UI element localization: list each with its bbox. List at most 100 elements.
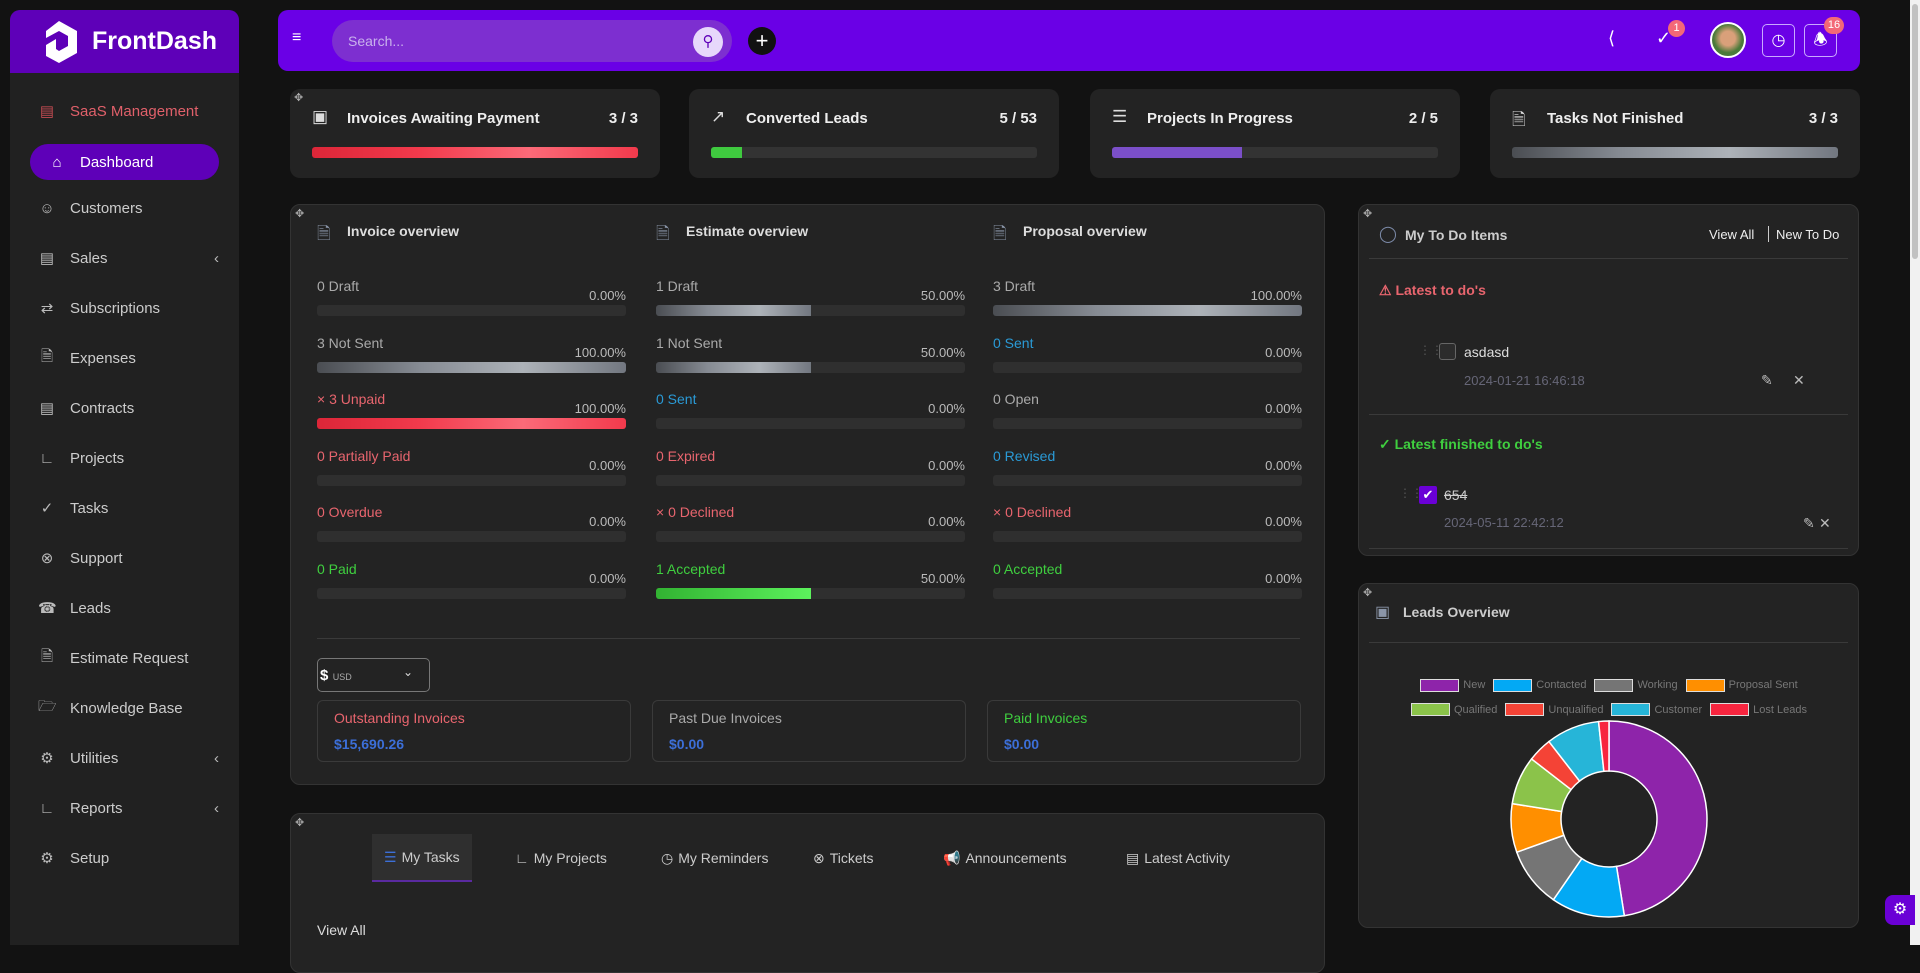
overview-row[interactable]: 1 Not Sent 50.00% — [656, 335, 965, 385]
overview-row[interactable]: × 0 Declined 0.00% — [656, 504, 965, 554]
stat-card[interactable]: ↗ Converted Leads 5 / 53 — [689, 89, 1059, 178]
avatar[interactable] — [1710, 22, 1746, 58]
view-all-link[interactable]: View All — [1709, 227, 1755, 242]
drag-handle-icon[interactable]: ✥ — [295, 208, 305, 220]
scrollbar[interactable] — [1910, 0, 1920, 945]
todo-checkbox[interactable] — [1439, 343, 1456, 360]
add-icon[interactable]: + — [748, 27, 776, 55]
close-icon[interactable]: ✕ — [1819, 515, 1831, 531]
invoice-summary-box[interactable]: Paid Invoices $0.00 — [987, 700, 1301, 762]
edit-icon[interactable]: ✎ — [1761, 372, 1773, 388]
invoice-summary-box[interactable]: Outstanding Invoices $15,690.26 — [317, 700, 631, 762]
sidebar-item-sales[interactable]: ▤ Sales ‹ — [10, 240, 239, 276]
legend-label: Lost Leads — [1753, 703, 1807, 716]
sidebar-item-estimate-request[interactable]: 🗎 Estimate Request — [10, 640, 239, 676]
tab-tickets[interactable]: ⊗ Tickets — [801, 834, 886, 882]
status-label: 0 Draft — [317, 278, 360, 294]
close-icon[interactable]: ✕ — [1793, 372, 1805, 388]
legend-item[interactable]: Lost Leads — [1710, 699, 1807, 721]
overview-row[interactable]: 0 Draft 0.00% — [317, 278, 626, 328]
status-label: 1 Not Sent — [656, 334, 723, 351]
finance-overview-panel: ✥ 🗎 Invoice overview 0 Draft 0.00% 3 Not Sen… — [290, 204, 1325, 785]
legend-item[interactable]: New — [1420, 674, 1485, 696]
sidebar-item-dashboard[interactable]: ⌂ Dashboard — [30, 144, 219, 180]
donut-slice-new[interactable] — [1608, 720, 1708, 917]
edit-icon[interactable]: ✎ — [1803, 515, 1815, 531]
currency-select[interactable]: $ USD ⌄ — [317, 658, 430, 692]
drag-handle-icon[interactable]: ⋮⋮ — [1399, 486, 1423, 500]
stat-card[interactable]: ☰ Projects In Progress 2 / 5 — [1090, 89, 1460, 178]
legend-label: Customer — [1654, 703, 1703, 716]
overview-row[interactable]: 0 Overdue 0.00% — [317, 504, 626, 554]
sidebar-item-projects[interactable]: ∟ Projects — [10, 440, 239, 476]
drag-handle-icon[interactable]: ✥ — [1363, 587, 1373, 599]
legend-item[interactable]: Contacted — [1493, 674, 1586, 696]
logo[interactable]: FrontDash — [10, 10, 239, 73]
sidebar-item-reports[interactable]: ∟ Reports ‹ — [10, 790, 239, 826]
legend-swatch — [1411, 703, 1450, 716]
overview-row[interactable]: 3 Draft 100.00% — [993, 278, 1302, 328]
menu-toggle-icon[interactable]: ≡ — [292, 29, 302, 46]
overview-row[interactable]: 0 Partially Paid 0.00% — [317, 448, 626, 498]
sidebar-item-tasks[interactable]: ✓ Tasks — [10, 490, 239, 526]
drag-handle-icon[interactable]: ✥ — [294, 92, 304, 104]
tab-latest-activity[interactable]: ▤ Latest Activity — [1114, 834, 1242, 882]
overview-row[interactable]: × 3 Unpaid 100.00% — [317, 391, 626, 441]
share-icon[interactable]: ⟨ — [1608, 28, 1616, 48]
sidebar-item-label: Sales — [70, 249, 108, 267]
overview-row[interactable]: 0 Sent 0.00% — [993, 335, 1302, 385]
stat-card[interactable]: ✥ ▣ Invoices Awaiting Payment 3 / 3 — [290, 89, 660, 178]
view-all-link[interactable]: View All — [317, 922, 366, 938]
status-progress-bar — [656, 531, 965, 542]
tab-announcements[interactable]: 📢 Announcements — [931, 834, 1079, 882]
legend-item[interactable]: Proposal Sent — [1685, 674, 1798, 696]
sidebar-item-expenses[interactable]: 🗎 Expenses — [10, 340, 239, 376]
scrollbar-thumb[interactable] — [1912, 4, 1918, 259]
status-progress-fill — [656, 361, 811, 373]
sidebar-item-leads[interactable]: ☎ Leads — [10, 590, 239, 626]
sidebar-item-saas-management[interactable]: ▤ SaaS Management — [10, 93, 239, 129]
sidebar-item-customers[interactable]: ☺ Customers — [10, 190, 239, 226]
overview-row[interactable]: 0 Paid 0.00% — [317, 561, 626, 611]
search-input[interactable]: Search... — [332, 20, 732, 62]
drag-handle-icon[interactable]: ✥ — [1363, 208, 1373, 220]
sidebar-item-support[interactable]: ⊗ Support — [10, 540, 239, 576]
legend-item[interactable]: Unqualified — [1505, 699, 1603, 721]
todo-checkbox-checked[interactable]: ✔ — [1419, 486, 1437, 504]
invoice-summary-box[interactable]: Past Due Invoices $0.00 — [652, 700, 966, 762]
donut-slice-lost-leads[interactable] — [1597, 720, 1610, 773]
status-percent: 0.00% — [589, 288, 626, 303]
settings-gear-button[interactable]: ⚙ — [1885, 895, 1915, 925]
legend-item[interactable]: Working — [1594, 674, 1678, 696]
overview-row[interactable]: 0 Revised 0.00% — [993, 448, 1302, 498]
overview-title: Invoice overview — [347, 223, 460, 239]
new-todo-link[interactable]: New To Do — [1776, 227, 1840, 242]
legend-item[interactable]: Customer — [1611, 699, 1702, 721]
overview-row[interactable]: 0 Expired 0.00% — [656, 448, 965, 498]
sidebar-item-setup[interactable]: ⚙ Setup — [10, 840, 239, 876]
sidebar-item-knowledge-base[interactable]: 🗁 Knowledge Base — [10, 690, 239, 726]
sidebar-item-label: Utilities — [70, 749, 119, 767]
drag-handle-icon[interactable]: ✥ — [295, 817, 305, 829]
sidebar-item-utilities[interactable]: ⚙ Utilities ‹ — [10, 740, 239, 776]
search-icon[interactable]: ⚲ — [693, 27, 723, 57]
clock-icon[interactable]: ◷ — [1762, 24, 1795, 57]
todo-check-icon[interactable]: ✓ — [1656, 28, 1672, 48]
bell-icon[interactable]: 🕭 — [1804, 24, 1837, 57]
tab-my-projects[interactable]: ∟ My Projects — [503, 834, 619, 882]
stat-card[interactable]: 🗎 Tasks Not Finished 3 / 3 — [1490, 89, 1860, 178]
overview-row[interactable]: 3 Not Sent 100.00% — [317, 335, 626, 385]
tab-label: Announcements — [965, 850, 1067, 866]
sidebar-item-subscriptions[interactable]: ⇄ Subscriptions — [10, 290, 239, 326]
tab-my-tasks[interactable]: ☰ My Tasks — [372, 834, 472, 882]
sidebar-item-contracts[interactable]: ▤ Contracts — [10, 390, 239, 426]
drag-handle-icon[interactable]: ⋮⋮ — [1419, 343, 1443, 357]
overview-row[interactable]: 0 Accepted 0.00% — [993, 561, 1302, 611]
overview-row[interactable]: × 0 Declined 0.00% — [993, 504, 1302, 554]
overview-row[interactable]: 1 Accepted 50.00% — [656, 561, 965, 611]
tab-my-reminders[interactable]: ◷ My Reminders — [649, 834, 780, 882]
legend-item[interactable]: Qualified — [1411, 699, 1497, 721]
overview-row[interactable]: 0 Open 0.00% — [993, 391, 1302, 441]
overview-row[interactable]: 1 Draft 50.00% — [656, 278, 965, 328]
overview-row[interactable]: 0 Sent 0.00% — [656, 391, 965, 441]
